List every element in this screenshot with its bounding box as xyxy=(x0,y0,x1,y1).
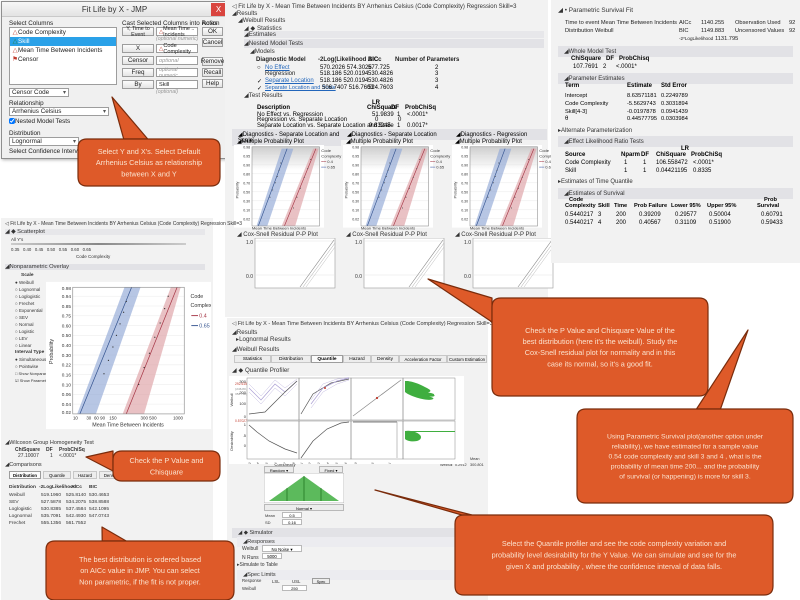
svg-text:━━ 0.65: ━━ 0.65 xyxy=(190,323,209,329)
svg-text:best distribution (here it's t: best distribution (here it's the weibull… xyxy=(523,337,678,346)
svg-text:0.98: 0.98 xyxy=(461,146,468,150)
svg-text:1.0: 1.0 xyxy=(464,240,471,246)
svg-text:0.02: 0.02 xyxy=(352,218,359,222)
svg-text:0.98: 0.98 xyxy=(243,146,250,150)
svg-text:0.02: 0.02 xyxy=(461,218,468,222)
svg-text:0.04: 0.04 xyxy=(62,402,72,408)
svg-text:Check the P Value and Chisquar: Check the P Value and Chisquare Value of… xyxy=(525,326,675,335)
svg-text:30: 30 xyxy=(86,415,91,420)
svg-text:Probability: Probability xyxy=(49,339,55,364)
svg-text:1000: 1000 xyxy=(173,415,183,420)
svg-text:Arrhenius Celsius as relations: Arrhenius Celsius as relationship xyxy=(96,158,202,167)
svg-text:1.0: 1.0 xyxy=(246,240,253,246)
svg-text:0.10: 0.10 xyxy=(243,209,250,213)
svg-text:100: 100 xyxy=(239,401,246,406)
svg-text:1.0: 1.0 xyxy=(355,240,362,246)
svg-text:Using Parametric Survival plot: Using Parametric Survival plot(another o… xyxy=(607,433,764,440)
svg-text:Code: Code xyxy=(190,294,203,300)
svg-text:0.90: 0.90 xyxy=(352,164,359,168)
svg-text:[246.80,: [246.80, xyxy=(235,387,246,391)
svg-text:probability level desirability: probability level desirability for the Y… xyxy=(492,551,737,560)
svg-text:0.30: 0.30 xyxy=(62,353,72,359)
svg-text:0.70: 0.70 xyxy=(243,182,250,186)
svg-text:Probability: Probability xyxy=(345,181,349,198)
svg-text:0.57027: 0.57027 xyxy=(235,419,247,423)
svg-text:given X and probability , wher: given X and probability , where the conf… xyxy=(506,562,722,571)
svg-text:0.95: 0.95 xyxy=(243,155,250,159)
svg-text:0.80: 0.80 xyxy=(352,173,359,177)
svg-text:Desirability: Desirability xyxy=(229,431,234,451)
svg-text:0.0: 0.0 xyxy=(246,274,253,280)
svg-text:between X and Y: between X and Y xyxy=(121,169,177,178)
svg-text:Weibull: Weibull xyxy=(229,393,234,406)
svg-text:of survival (or happening) is: of survival (or happening) is more for s… xyxy=(619,473,751,480)
svg-text:Complexity: Complexity xyxy=(190,303,211,309)
svg-text:0.30: 0.30 xyxy=(352,200,359,204)
svg-text:0.95: 0.95 xyxy=(352,155,359,159)
svg-text:0.98: 0.98 xyxy=(62,286,72,292)
svg-text:300 500: 300 500 xyxy=(141,415,158,420)
svg-text:0.02: 0.02 xyxy=(243,218,250,222)
svg-text:0.54 code complexity and skil: 0.54 code complexity and skill 3 and 4 ,… xyxy=(608,453,761,460)
svg-text:0.90: 0.90 xyxy=(243,164,250,168)
svg-text:0.0: 0.0 xyxy=(355,274,362,280)
svg-text:150: 150 xyxy=(109,415,117,420)
svg-text:292.615: 292.615 xyxy=(235,382,247,386)
svg-text:60 90: 60 90 xyxy=(94,415,106,420)
svg-text:0.85: 0.85 xyxy=(62,304,72,310)
svg-text:0.30: 0.30 xyxy=(243,200,250,204)
svg-text:0.22: 0.22 xyxy=(62,363,72,369)
svg-text:probability of mean time 200..: probability of mean time 200... and the … xyxy=(611,463,760,470)
svg-text:0.50: 0.50 xyxy=(243,191,250,195)
svg-text:case its normal, so it's a goo: case its normal, so it's a good fit. xyxy=(547,359,653,368)
svg-text:0.98: 0.98 xyxy=(352,146,359,150)
svg-text:0.16: 0.16 xyxy=(62,372,72,378)
svg-text:0.60: 0.60 xyxy=(62,323,72,329)
svg-text:0.90: 0.90 xyxy=(461,164,468,168)
svg-text:Probability: Probability xyxy=(236,181,240,198)
svg-text:0.50: 0.50 xyxy=(62,333,72,339)
svg-text:reliability), we have estimate: reliability), we have estimated for a sa… xyxy=(612,443,759,450)
svg-text:0.94: 0.94 xyxy=(62,294,72,300)
svg-text:10: 10 xyxy=(73,415,78,420)
svg-text:0.0: 0.0 xyxy=(464,274,471,280)
svg-text:0.40: 0.40 xyxy=(62,343,72,349)
svg-text:0.50: 0.50 xyxy=(352,191,359,195)
svg-text:0.70: 0.70 xyxy=(352,182,359,186)
svg-text:0.95: 0.95 xyxy=(461,155,468,159)
svg-text:Cox-Snell residual plot for no: Cox-Snell residual plot for normality an… xyxy=(525,348,676,357)
svg-text:Probability: Probability xyxy=(454,181,458,198)
svg-text:0.02: 0.02 xyxy=(62,410,72,416)
svg-text:353.748]: 353.748] xyxy=(235,392,247,396)
svg-text:0.70: 0.70 xyxy=(461,182,468,186)
svg-text:0.10: 0.10 xyxy=(352,209,359,213)
svg-text:0.06: 0.06 xyxy=(62,392,72,398)
svg-text:━━ 0.4: ━━ 0.4 xyxy=(190,314,206,320)
svg-text:0.50: 0.50 xyxy=(461,191,468,195)
svg-text:Select the Quantile profiler: Select the Quantile profiler and see the… xyxy=(502,539,726,548)
svg-text:0.75: 0.75 xyxy=(62,314,72,320)
svg-text:0.10: 0.10 xyxy=(461,209,468,213)
svg-text:0.80: 0.80 xyxy=(461,173,468,177)
svg-text:0.10: 0.10 xyxy=(62,382,72,388)
svg-text:0.80: 0.80 xyxy=(243,173,250,177)
svg-text:Mean Time Between Incidents: Mean Time Between Incidents xyxy=(92,422,164,428)
svg-text:0.30: 0.30 xyxy=(461,200,468,204)
